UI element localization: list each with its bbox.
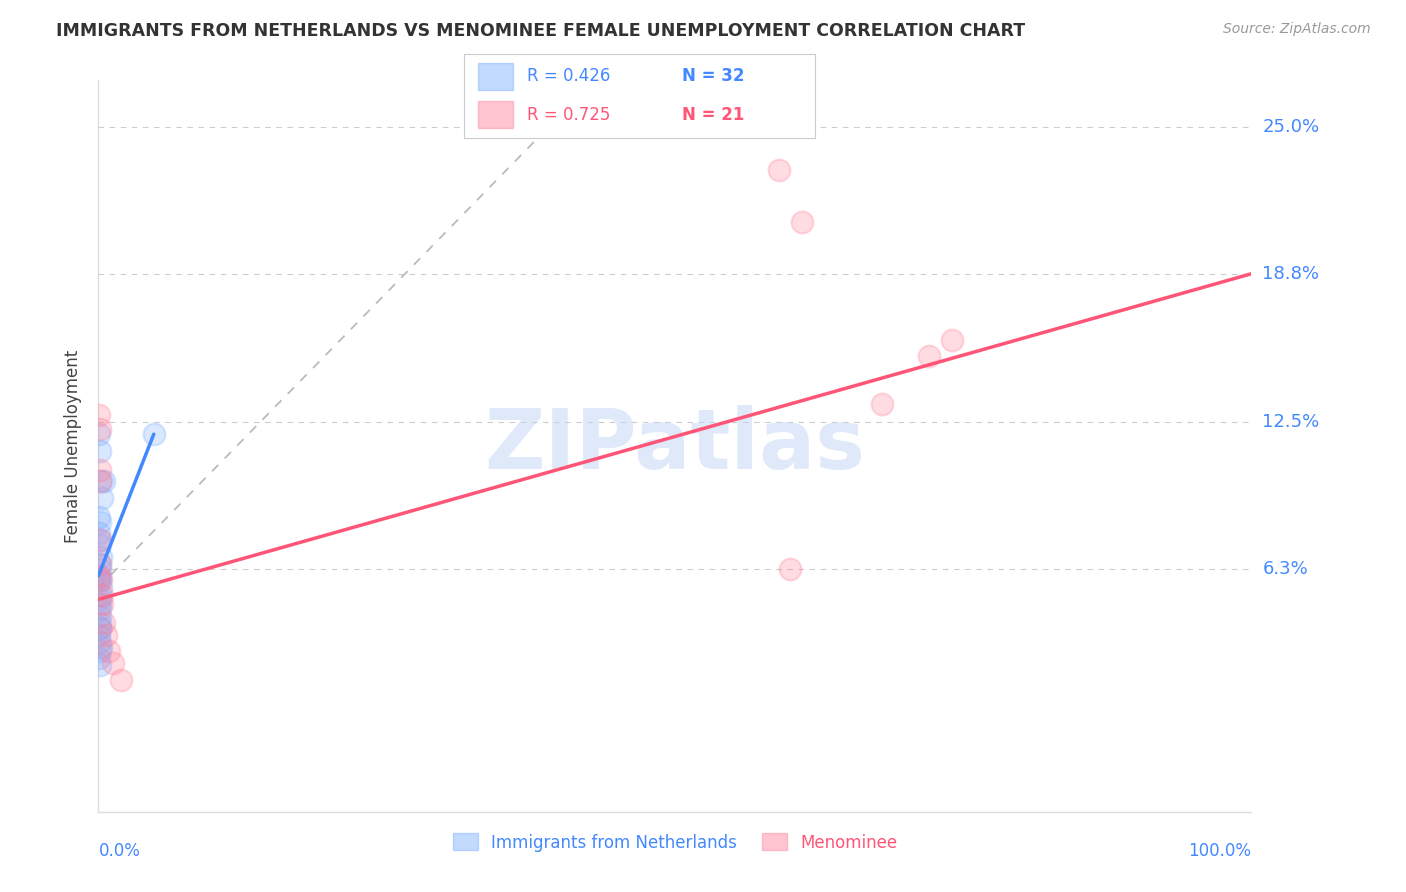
- Text: 6.3%: 6.3%: [1263, 559, 1308, 578]
- Point: [89, 608, 111, 623]
- Text: Source: ZipAtlas.com: Source: ZipAtlas.com: [1223, 22, 1371, 37]
- Text: N = 21: N = 21: [682, 105, 744, 123]
- Point: [142, 427, 165, 442]
- Legend: Immigrants from Netherlands, Menominee: Immigrants from Netherlands, Menominee: [446, 827, 904, 858]
- Text: IMMIGRANTS FROM NETHERLANDS VS MENOMINEE FEMALE UNEMPLOYMENT CORRELATION CHART: IMMIGRANTS FROM NETHERLANDS VS MENOMINEE…: [56, 22, 1025, 40]
- Point: [89, 557, 111, 571]
- Point: [89, 621, 111, 635]
- Point: [89, 533, 111, 548]
- Point: [90, 475, 112, 489]
- Point: [89, 574, 111, 588]
- Point: [90, 574, 112, 588]
- Bar: [478, 101, 513, 128]
- Point: [89, 568, 111, 582]
- Point: [89, 526, 111, 541]
- Point: [90, 581, 112, 595]
- Text: R = 0.426: R = 0.426: [527, 68, 610, 86]
- Text: 12.5%: 12.5%: [1263, 413, 1320, 432]
- Text: 100.0%: 100.0%: [1188, 842, 1251, 860]
- Point: [89, 588, 111, 602]
- Point: [790, 215, 813, 229]
- Point: [941, 333, 963, 347]
- Point: [97, 644, 120, 658]
- Point: [89, 443, 111, 458]
- Point: [93, 615, 115, 630]
- Point: [103, 656, 125, 670]
- Point: [89, 621, 111, 635]
- Point: [110, 673, 132, 687]
- Point: [768, 163, 790, 178]
- Point: [89, 562, 111, 576]
- Point: [89, 422, 111, 436]
- Point: [89, 538, 111, 552]
- Point: [89, 597, 111, 611]
- Point: [91, 597, 114, 611]
- Point: [89, 574, 111, 588]
- Text: 25.0%: 25.0%: [1263, 119, 1320, 136]
- Point: [89, 509, 111, 524]
- Y-axis label: Female Unemployment: Female Unemployment: [65, 350, 83, 542]
- Text: R = 0.725: R = 0.725: [527, 105, 610, 123]
- Point: [89, 515, 111, 529]
- Point: [89, 628, 111, 642]
- Point: [89, 475, 111, 489]
- Point: [89, 658, 111, 673]
- Point: [89, 615, 111, 630]
- Text: 18.8%: 18.8%: [1263, 265, 1319, 283]
- Point: [89, 462, 111, 476]
- Point: [96, 628, 118, 642]
- Point: [89, 635, 111, 649]
- Point: [89, 409, 111, 423]
- Text: 0.0%: 0.0%: [98, 842, 141, 860]
- Point: [917, 349, 939, 363]
- Text: N = 32: N = 32: [682, 68, 744, 86]
- Text: ZIPatlas: ZIPatlas: [485, 406, 865, 486]
- Point: [90, 549, 112, 564]
- Point: [89, 644, 111, 658]
- Point: [90, 588, 112, 602]
- Point: [89, 592, 111, 607]
- Point: [89, 427, 111, 442]
- Point: [89, 533, 111, 548]
- Point: [91, 491, 114, 505]
- Point: [89, 568, 111, 582]
- Point: [90, 640, 112, 654]
- Point: [89, 557, 111, 571]
- Point: [93, 475, 115, 489]
- Point: [89, 651, 111, 665]
- Point: [779, 562, 801, 576]
- Bar: [478, 62, 513, 90]
- Point: [89, 602, 111, 616]
- Point: [872, 396, 894, 410]
